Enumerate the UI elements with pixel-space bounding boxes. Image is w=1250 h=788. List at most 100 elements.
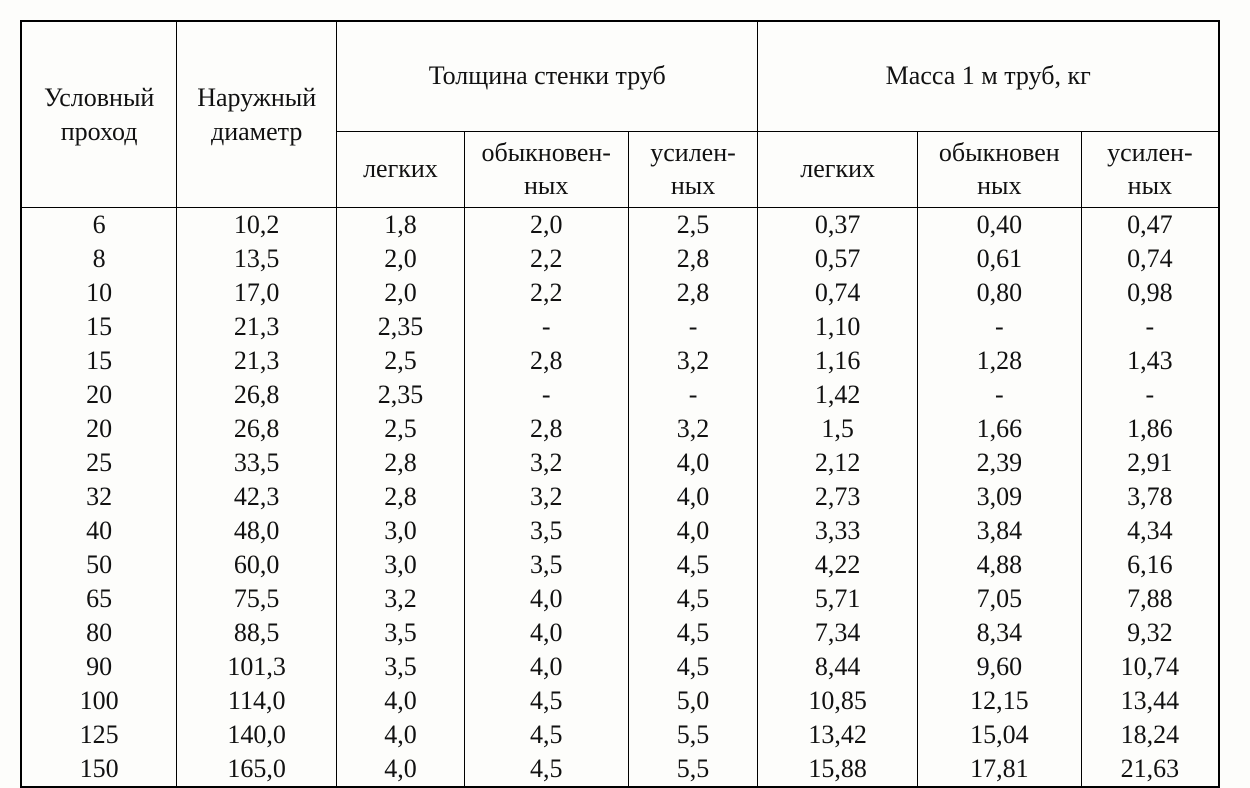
table-cell: 100 [21, 684, 177, 718]
table-cell: 13,42 [758, 718, 918, 752]
table-cell: 4,5 [628, 582, 758, 616]
table-row: 6575,53,24,04,55,717,057,88 [21, 582, 1219, 616]
table-cell: 0,74 [758, 276, 918, 310]
table-cell: 2,8 [628, 276, 758, 310]
table-row: 90101,33,54,04,58,449,6010,74 [21, 650, 1219, 684]
table-cell: 2,2 [464, 276, 628, 310]
table-cell: 15 [21, 344, 177, 378]
table-cell: 4,5 [628, 616, 758, 650]
table-cell: 50 [21, 548, 177, 582]
table-cell: 4,0 [464, 650, 628, 684]
pipe-spec-table: Условный проход Наружный диаметр Толщина… [20, 20, 1220, 788]
table-cell: 0,40 [917, 208, 1081, 242]
col-header-thickness-reinforced: усилен-ных [628, 131, 758, 208]
table-cell: 4,0 [628, 446, 758, 480]
table-cell: 0,74 [1081, 242, 1219, 276]
col-header-thickness-light: легких [337, 131, 465, 208]
table-cell: 4,5 [464, 752, 628, 787]
table-row: 1521,32,52,83,21,161,281,43 [21, 344, 1219, 378]
table-header: Условный проход Наружный диаметр Толщина… [21, 21, 1219, 208]
table-cell: 10,74 [1081, 650, 1219, 684]
table-cell: 2,0 [464, 208, 628, 242]
table-cell: - [464, 310, 628, 344]
table-cell: 8,44 [758, 650, 918, 684]
table-cell: 10,85 [758, 684, 918, 718]
table-cell: 40 [21, 514, 177, 548]
table-cell: 1,28 [917, 344, 1081, 378]
table-cell: 9,32 [1081, 616, 1219, 650]
table-cell: 2,5 [628, 208, 758, 242]
table-cell: 4,5 [628, 548, 758, 582]
table-cell: 26,8 [177, 412, 337, 446]
table-cell: 3,09 [917, 480, 1081, 514]
table-row: 1017,02,02,22,80,740,800,98 [21, 276, 1219, 310]
table-cell: 9,60 [917, 650, 1081, 684]
table-cell: 10,2 [177, 208, 337, 242]
table-cell: 21,63 [1081, 752, 1219, 787]
table-body: 610,21,82,02,50,370,400,47813,52,02,22,8… [21, 208, 1219, 787]
table-cell: 2,8 [628, 242, 758, 276]
table-cell: 18,24 [1081, 718, 1219, 752]
table-cell: 25 [21, 446, 177, 480]
table-cell: 2,8 [464, 344, 628, 378]
table-cell: 15,88 [758, 752, 918, 787]
table-cell: 2,8 [464, 412, 628, 446]
table-cell: 7,34 [758, 616, 918, 650]
table-cell: 4,0 [464, 582, 628, 616]
table-cell: 13,5 [177, 242, 337, 276]
table-cell: 1,8 [337, 208, 465, 242]
table-cell: 0,37 [758, 208, 918, 242]
table-cell: 2,39 [917, 446, 1081, 480]
table-row: 8088,53,54,04,57,348,349,32 [21, 616, 1219, 650]
table-cell: 4,0 [337, 752, 465, 787]
table-cell: - [1081, 378, 1219, 412]
table-cell: 3,33 [758, 514, 918, 548]
table-cell: 7,05 [917, 582, 1081, 616]
table-cell: 80 [21, 616, 177, 650]
table-cell: 3,5 [464, 548, 628, 582]
table-row: 610,21,82,02,50,370,400,47 [21, 208, 1219, 242]
table-cell: 2,5 [337, 412, 465, 446]
table-cell: 1,42 [758, 378, 918, 412]
table-row: 2026,82,35--1,42-- [21, 378, 1219, 412]
table-cell: 2,8 [337, 446, 465, 480]
table-cell: 5,5 [628, 752, 758, 787]
col-header-mass-ordinary: обыкновен ных [917, 131, 1081, 208]
table-cell: 7,88 [1081, 582, 1219, 616]
table-cell: 2,0 [337, 276, 465, 310]
table-cell: 48,0 [177, 514, 337, 548]
table-cell: 1,86 [1081, 412, 1219, 446]
table-cell: 3,2 [628, 344, 758, 378]
table-cell: 15,04 [917, 718, 1081, 752]
table-row: 2026,82,52,83,21,51,661,86 [21, 412, 1219, 446]
table-cell: 65 [21, 582, 177, 616]
table-cell: 3,5 [464, 514, 628, 548]
table-cell: 1,43 [1081, 344, 1219, 378]
col-header-mass-light: легких [758, 131, 918, 208]
table-cell: 6 [21, 208, 177, 242]
table-cell: 114,0 [177, 684, 337, 718]
table-cell: 101,3 [177, 650, 337, 684]
table-cell: 165,0 [177, 752, 337, 787]
table-cell: 3,2 [337, 582, 465, 616]
table-row: 100114,04,04,55,010,8512,1513,44 [21, 684, 1219, 718]
table-cell: 2,35 [337, 378, 465, 412]
table-row: 125140,04,04,55,513,4215,0418,24 [21, 718, 1219, 752]
table-cell: 10 [21, 276, 177, 310]
table-cell: 150 [21, 752, 177, 787]
table-cell: 5,71 [758, 582, 918, 616]
table-cell: 15 [21, 310, 177, 344]
table-cell: 3,5 [337, 650, 465, 684]
table-cell: 3,2 [464, 480, 628, 514]
table-cell: 4,0 [464, 616, 628, 650]
table-cell: 2,0 [337, 242, 465, 276]
table-cell: 4,5 [464, 684, 628, 718]
table-cell: 3,2 [464, 446, 628, 480]
table-cell: 13,44 [1081, 684, 1219, 718]
table-cell: 0,98 [1081, 276, 1219, 310]
table-cell: 0,80 [917, 276, 1081, 310]
table-cell: 3,78 [1081, 480, 1219, 514]
table-cell: 1,16 [758, 344, 918, 378]
table-cell: 3,2 [628, 412, 758, 446]
table-cell: 5,0 [628, 684, 758, 718]
